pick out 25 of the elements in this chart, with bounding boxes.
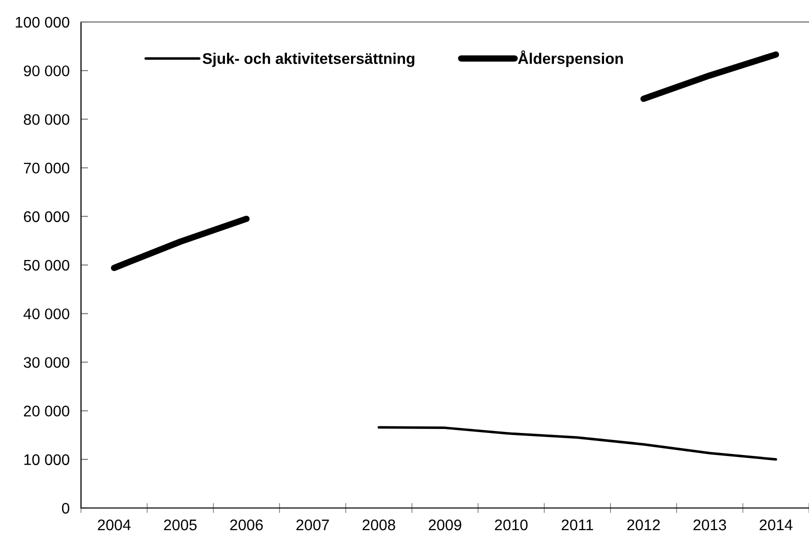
x-tick-label: 2008	[362, 520, 396, 530]
y-tick-label: 30 000	[24, 357, 70, 368]
x-tick-label: 2006	[230, 520, 263, 530]
y-tick-label: 0	[62, 502, 70, 514]
y-tick-label: 50 000	[24, 260, 70, 271]
y-tick-label: 90 000	[24, 65, 70, 76]
x-tick-label: 2009	[428, 520, 462, 530]
legend-label: Ålderspension	[518, 50, 623, 67]
y-tick-label: 70 000	[24, 162, 70, 174]
x-tick-label: 2012	[627, 520, 660, 530]
y-tick-label: 100 000	[16, 16, 70, 28]
x-tick-label: 2004	[98, 520, 131, 530]
x-tick-label: 2011	[562, 520, 594, 530]
y-tick-label: 40 000	[24, 308, 70, 320]
x-tick-label: 2013	[694, 520, 726, 530]
y-tick-label: 60 000	[24, 211, 70, 222]
x-tick-label: 2014	[760, 520, 792, 530]
line-series	[378, 426, 778, 461]
y-tick-label: 20 000	[24, 406, 70, 416]
x-tick-label: 2005	[164, 520, 197, 530]
x-tick-label: 2010	[494, 520, 528, 530]
y-tick-label: 80 000	[24, 114, 70, 125]
x-tick-label: 2007	[296, 520, 329, 530]
legend-label: Sjuk- och aktivitetsersättning	[202, 52, 414, 68]
y-tick-label: 10 000	[24, 454, 70, 466]
